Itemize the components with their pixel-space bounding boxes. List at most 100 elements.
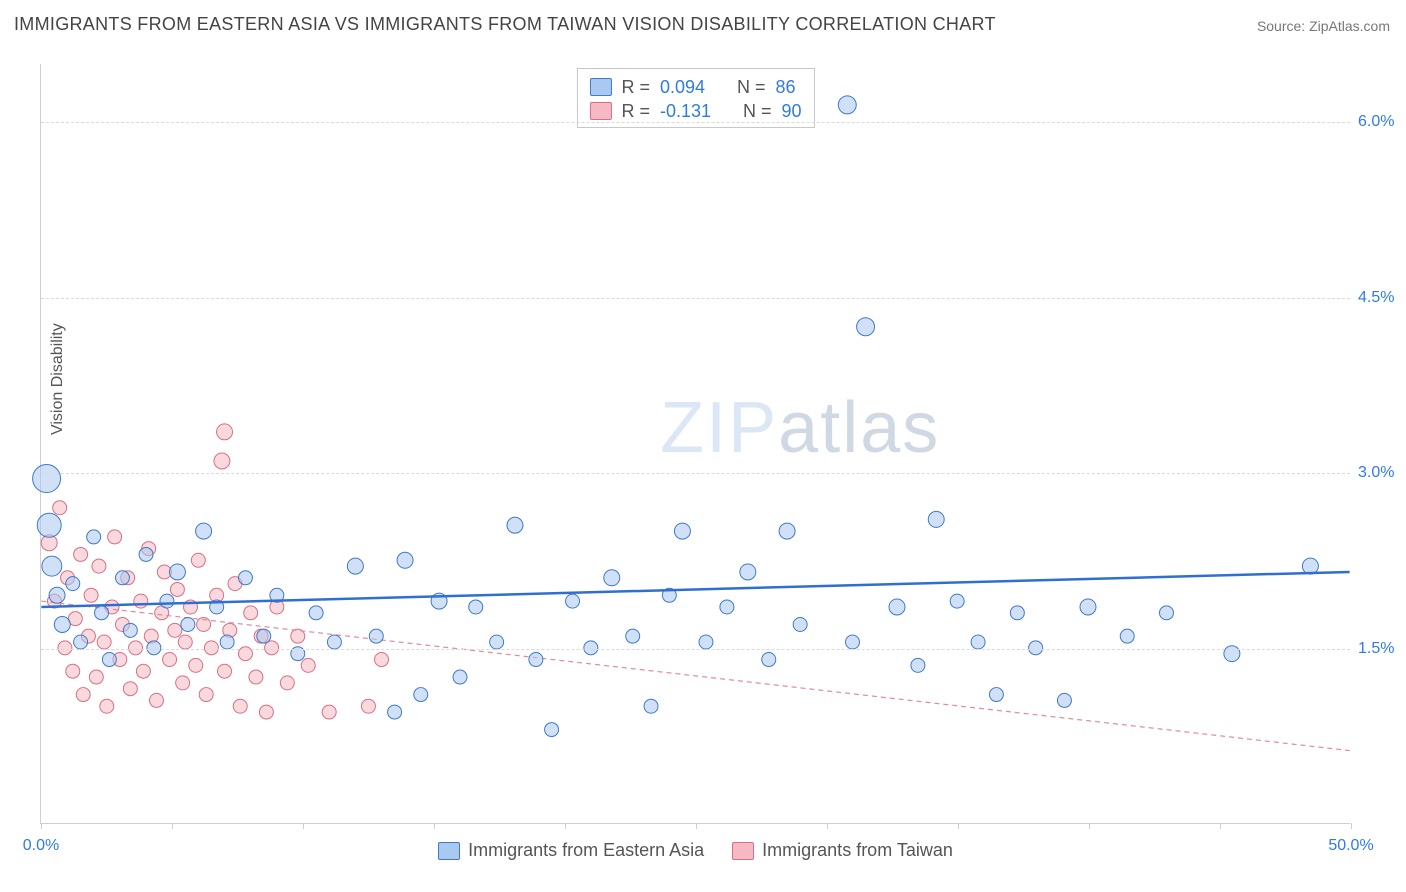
blue-point bbox=[160, 594, 174, 608]
gridline bbox=[41, 473, 1350, 474]
n-label: N = bbox=[737, 77, 766, 98]
pink-point bbox=[108, 530, 122, 544]
pink-point bbox=[92, 559, 106, 573]
x-tick-mark bbox=[41, 823, 42, 829]
blue-point bbox=[1010, 606, 1024, 620]
y-tick-label: 4.5% bbox=[1358, 289, 1406, 307]
blue-point bbox=[838, 96, 856, 114]
gridline bbox=[41, 122, 1350, 123]
blue-point bbox=[971, 635, 985, 649]
pink-point bbox=[84, 588, 98, 602]
blue-point bbox=[309, 606, 323, 620]
blue-point bbox=[388, 705, 402, 719]
x-tick-mark bbox=[434, 823, 435, 829]
blue-point bbox=[674, 523, 690, 539]
blue-point bbox=[989, 688, 1003, 702]
blue-point bbox=[49, 587, 65, 603]
blue-point bbox=[626, 629, 640, 643]
pink-point bbox=[123, 682, 137, 696]
blue-point bbox=[950, 594, 964, 608]
blue-point bbox=[1080, 599, 1096, 615]
blue-point bbox=[42, 556, 62, 576]
blue-point bbox=[793, 618, 807, 632]
pink-point bbox=[199, 688, 213, 702]
source-label: Source: ZipAtlas.com bbox=[1257, 18, 1390, 34]
correlation-box: R = 0.094 N = 86 R = -0.131 N = 90 bbox=[576, 68, 814, 128]
pink-point bbox=[214, 453, 230, 469]
blue-point bbox=[369, 629, 383, 643]
swatch-blue-icon bbox=[438, 842, 460, 860]
pink-point bbox=[66, 664, 80, 678]
r-label: R = bbox=[621, 101, 650, 122]
pink-point bbox=[76, 688, 90, 702]
x-tick-mark bbox=[958, 823, 959, 829]
blue-point bbox=[740, 564, 756, 580]
pink-point bbox=[163, 653, 177, 667]
blue-point bbox=[257, 629, 271, 643]
blue-point bbox=[545, 723, 559, 737]
pink-point bbox=[168, 623, 182, 637]
chart-title: IMMIGRANTS FROM EASTERN ASIA VS IMMIGRAN… bbox=[14, 14, 996, 35]
pink-point bbox=[191, 553, 205, 567]
blue-point bbox=[644, 699, 658, 713]
x-tick-label-left: 0.0% bbox=[23, 837, 59, 855]
r-label: R = bbox=[621, 77, 650, 98]
blue-point bbox=[74, 635, 88, 649]
pink-point bbox=[74, 547, 88, 561]
gridline bbox=[41, 298, 1350, 299]
gridline bbox=[41, 649, 1350, 650]
blue-point bbox=[604, 570, 620, 586]
y-tick-label: 1.5% bbox=[1358, 640, 1406, 658]
chart-page: IMMIGRANTS FROM EASTERN ASIA VS IMMIGRAN… bbox=[0, 0, 1406, 892]
legend-item-pink: Immigrants from Taiwan bbox=[732, 840, 953, 861]
blue-point bbox=[507, 517, 523, 533]
blue-point bbox=[889, 599, 905, 615]
blue-point bbox=[102, 653, 116, 667]
blue-point bbox=[66, 577, 80, 591]
correlation-row-blue: R = 0.094 N = 86 bbox=[589, 75, 801, 99]
blue-point bbox=[327, 635, 341, 649]
swatch-blue-icon bbox=[589, 78, 611, 96]
n-value-pink: 90 bbox=[782, 101, 802, 122]
pink-point bbox=[136, 664, 150, 678]
pink-point bbox=[149, 693, 163, 707]
pink-point bbox=[280, 676, 294, 690]
x-tick-mark bbox=[303, 823, 304, 829]
blue-point bbox=[54, 617, 70, 633]
blue-point bbox=[169, 564, 185, 580]
blue-point bbox=[762, 653, 776, 667]
legend-label-blue: Immigrants from Eastern Asia bbox=[468, 840, 704, 861]
blue-point bbox=[529, 653, 543, 667]
blue-point bbox=[123, 623, 137, 637]
swatch-pink-icon bbox=[732, 842, 754, 860]
pink-point bbox=[97, 635, 111, 649]
x-tick-mark bbox=[172, 823, 173, 829]
n-label: N = bbox=[743, 101, 772, 122]
x-tick-mark bbox=[565, 823, 566, 829]
blue-point bbox=[33, 465, 61, 493]
pink-point bbox=[170, 582, 184, 596]
pink-point bbox=[301, 658, 315, 672]
pink-point bbox=[53, 501, 67, 515]
blue-point bbox=[779, 523, 795, 539]
blue-point bbox=[397, 552, 413, 568]
blue-point bbox=[1057, 693, 1071, 707]
x-tick-mark bbox=[1220, 823, 1221, 829]
plot-svg bbox=[41, 64, 1350, 823]
blue-point bbox=[139, 547, 153, 561]
blue-point bbox=[414, 688, 428, 702]
blue-point bbox=[699, 635, 713, 649]
blue-point bbox=[928, 511, 944, 527]
n-value-blue: 86 bbox=[776, 77, 796, 98]
legend: Immigrants from Eastern Asia Immigrants … bbox=[41, 840, 1350, 861]
x-tick-mark bbox=[1351, 823, 1352, 829]
blue-point bbox=[347, 558, 363, 574]
blue-point bbox=[453, 670, 467, 684]
blue-point bbox=[220, 635, 234, 649]
blue-point bbox=[1120, 629, 1134, 643]
blue-point bbox=[566, 594, 580, 608]
x-tick-mark bbox=[827, 823, 828, 829]
blue-point bbox=[490, 635, 504, 649]
blue-point bbox=[857, 318, 875, 336]
pink-trendline bbox=[41, 601, 1349, 750]
